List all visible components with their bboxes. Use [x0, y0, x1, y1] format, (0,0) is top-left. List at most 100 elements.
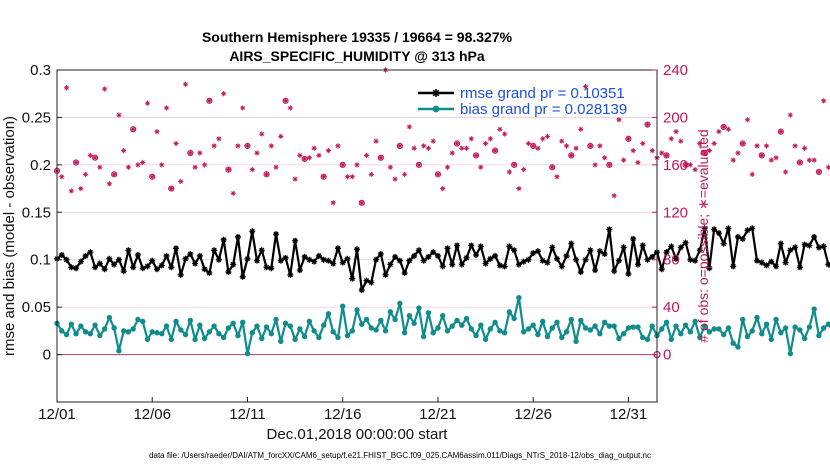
bias-point: [144, 336, 151, 343]
bias-point: [801, 335, 808, 342]
obs-evaluated-point: [273, 164, 279, 170]
bias-point: [130, 326, 136, 332]
obs-evaluated-point: [302, 156, 308, 162]
rmse-point: [611, 268, 618, 275]
obs-evaluated-point: [602, 155, 608, 161]
obs-evaluated-point: [440, 185, 446, 192]
rmse-point: [206, 269, 213, 276]
bias-point: [559, 334, 565, 341]
rmse-point: [739, 235, 746, 242]
rmse-point: [687, 256, 694, 263]
rmse-point: [220, 236, 227, 243]
obs-evaluated-point: [125, 164, 132, 170]
bias-point: [468, 326, 474, 332]
obs-evaluated-point: [621, 157, 627, 163]
rmse-point: [277, 257, 284, 264]
bias-point: [744, 333, 751, 340]
obs-evaluated-point: [663, 152, 670, 158]
bias-point: [644, 336, 651, 343]
bias-point: [663, 319, 670, 326]
rmse-point: [120, 268, 127, 275]
bias-series: [54, 294, 830, 357]
bias-point: [125, 329, 132, 335]
obs-evaluated-point: [78, 185, 84, 192]
rmse-point: [525, 256, 532, 263]
rmse-point: [330, 260, 337, 267]
bias-point: [373, 327, 379, 333]
rmse-point: [692, 257, 699, 264]
rmse-point: [568, 240, 575, 247]
bias-point: [682, 322, 689, 328]
bias-point: [549, 325, 555, 331]
rmse-point: [111, 261, 118, 268]
rmse-point: [334, 245, 341, 252]
bias-point: [778, 330, 784, 336]
bias-point: [425, 310, 432, 316]
obs-evaluated-point: [240, 105, 246, 111]
obs-evaluated-point: [468, 136, 474, 142]
obs-evaluated-point: [178, 178, 184, 185]
rmse-point: [325, 257, 332, 264]
obs-evaluated-point: [697, 140, 703, 147]
rmse-point: [482, 260, 489, 267]
bias-point: [573, 338, 579, 344]
rmse-point: [134, 251, 141, 258]
obs-evaluated-point: [644, 121, 651, 128]
rmse-point: [673, 255, 680, 262]
rmse-point: [644, 256, 651, 263]
bias-point: [673, 323, 679, 329]
bias-point: [606, 323, 613, 329]
rmse-point: [301, 253, 308, 260]
obs-evaluated-point: [206, 98, 212, 104]
obs-evaluated-point: [430, 138, 436, 144]
rmse-point: [587, 247, 594, 254]
rmse-point: [820, 243, 827, 250]
obs-evaluated-point: [73, 159, 79, 166]
obs-evaluated-point: [616, 117, 622, 123]
bias-point: [544, 333, 551, 340]
bias-point: [825, 321, 830, 327]
bias-point: [392, 316, 398, 323]
obs-evaluated-point: [368, 171, 374, 177]
bias-point: [273, 316, 279, 323]
bias-point: [197, 322, 203, 328]
rmse-point: [149, 257, 156, 264]
rmse-point: [725, 225, 732, 232]
bias-point: [711, 326, 717, 332]
rmse-point: [196, 252, 203, 259]
y-tick-label: 0.3: [30, 62, 51, 79]
rmse-point: [125, 247, 132, 254]
rmse-point: [758, 259, 765, 266]
obs-evaluated-point: [106, 181, 112, 187]
bias-point: [720, 331, 727, 338]
bias-point: [501, 330, 508, 336]
rmse-point: [468, 242, 475, 249]
legend-bias-marker: [432, 105, 440, 113]
rmse-point: [773, 263, 780, 270]
bias-point: [178, 327, 184, 333]
obs-evaluated-point: [149, 174, 155, 180]
obs-evaluated-point: [311, 145, 317, 151]
rmse-point: [306, 256, 313, 263]
bias-point: [259, 335, 265, 342]
obs-evaluated-point: [330, 200, 336, 206]
bias-point: [401, 330, 408, 336]
bias-point: [135, 316, 141, 323]
bias-point: [578, 317, 584, 324]
rmse-point: [363, 277, 370, 284]
rmse-point: [625, 270, 632, 277]
obs-evaluated-point: [402, 171, 408, 177]
rmse-point: [249, 228, 256, 235]
obs-evaluated-point: [406, 124, 412, 130]
obs-evaluated-point: [687, 162, 693, 168]
bias-point: [306, 318, 313, 325]
obs-evaluated-point: [516, 185, 522, 192]
rmse-point: [354, 246, 360, 253]
bias-point: [116, 348, 122, 354]
obs-evaluated-point: [821, 98, 827, 104]
rmse-point: [406, 257, 413, 264]
rmse-point: [825, 261, 830, 268]
rmse-point: [730, 263, 737, 270]
obs-evaluated-point: [192, 164, 198, 170]
rmse-point: [754, 257, 760, 264]
